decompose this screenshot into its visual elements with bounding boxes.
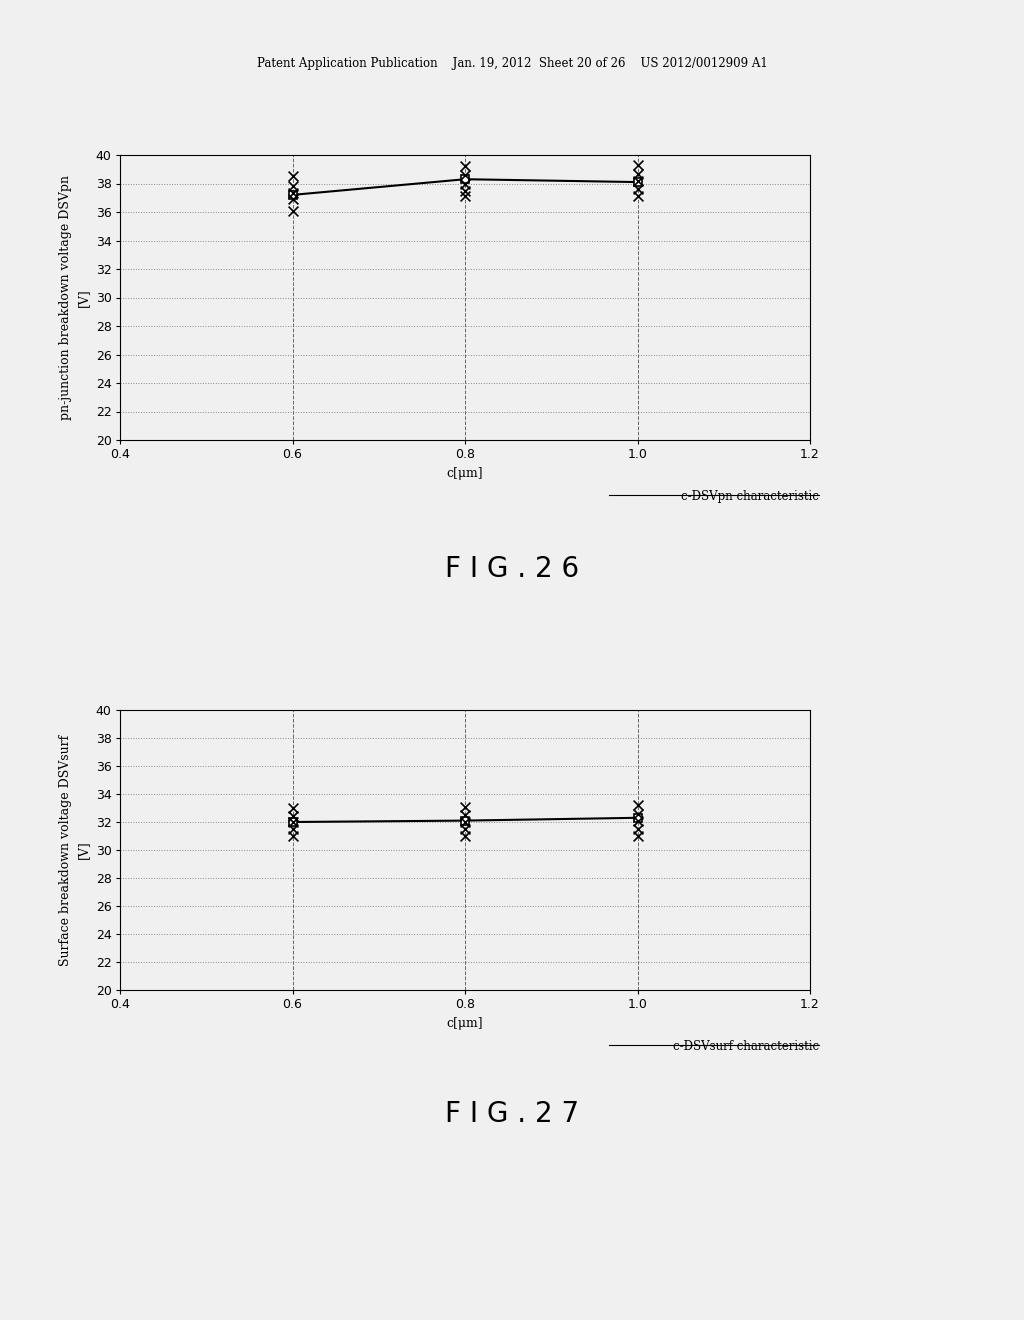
Point <box>285 825 301 846</box>
Text: F I G . 2 6: F I G . 2 6 <box>445 554 579 583</box>
Point <box>285 201 301 222</box>
Text: Patent Application Publication    Jan. 19, 2012  Sheet 20 of 26    US 2012/00129: Patent Application Publication Jan. 19, … <box>257 57 767 70</box>
Point <box>457 180 473 201</box>
Point <box>630 825 646 846</box>
Point <box>457 825 473 846</box>
Point <box>457 818 473 840</box>
Point <box>285 183 301 205</box>
Point <box>457 804 473 825</box>
Point <box>630 178 646 199</box>
Point <box>457 796 473 817</box>
Point <box>630 170 646 191</box>
Point <box>285 176 301 197</box>
Point <box>285 818 301 840</box>
Point <box>457 165 473 186</box>
Point <box>630 154 646 176</box>
Point <box>285 166 301 187</box>
Text: F I G . 2 7: F I G . 2 7 <box>445 1100 579 1129</box>
Text: c-DSVsurf characteristic: c-DSVsurf characteristic <box>673 1040 819 1053</box>
Point <box>630 795 646 816</box>
Text: c-DSVpn characteristic: c-DSVpn characteristic <box>681 490 819 503</box>
Point <box>457 812 473 833</box>
Point <box>630 186 646 207</box>
Point <box>630 803 646 824</box>
Point <box>285 189 301 210</box>
Point <box>285 805 301 826</box>
Point <box>457 173 473 194</box>
Point <box>285 797 301 818</box>
Point <box>457 156 473 177</box>
X-axis label: c[μm]: c[μm] <box>446 467 483 480</box>
Point <box>285 812 301 833</box>
X-axis label: c[μm]: c[μm] <box>446 1016 483 1030</box>
Point <box>630 810 646 832</box>
Point <box>457 186 473 207</box>
Point <box>630 818 646 840</box>
Point <box>630 162 646 183</box>
Y-axis label: pn-junction breakdown voltage DSVpn
[V]: pn-junction breakdown voltage DSVpn [V] <box>59 176 90 420</box>
Y-axis label: Surface breakdown voltage DSVsurf
[V]: Surface breakdown voltage DSVsurf [V] <box>59 734 90 966</box>
